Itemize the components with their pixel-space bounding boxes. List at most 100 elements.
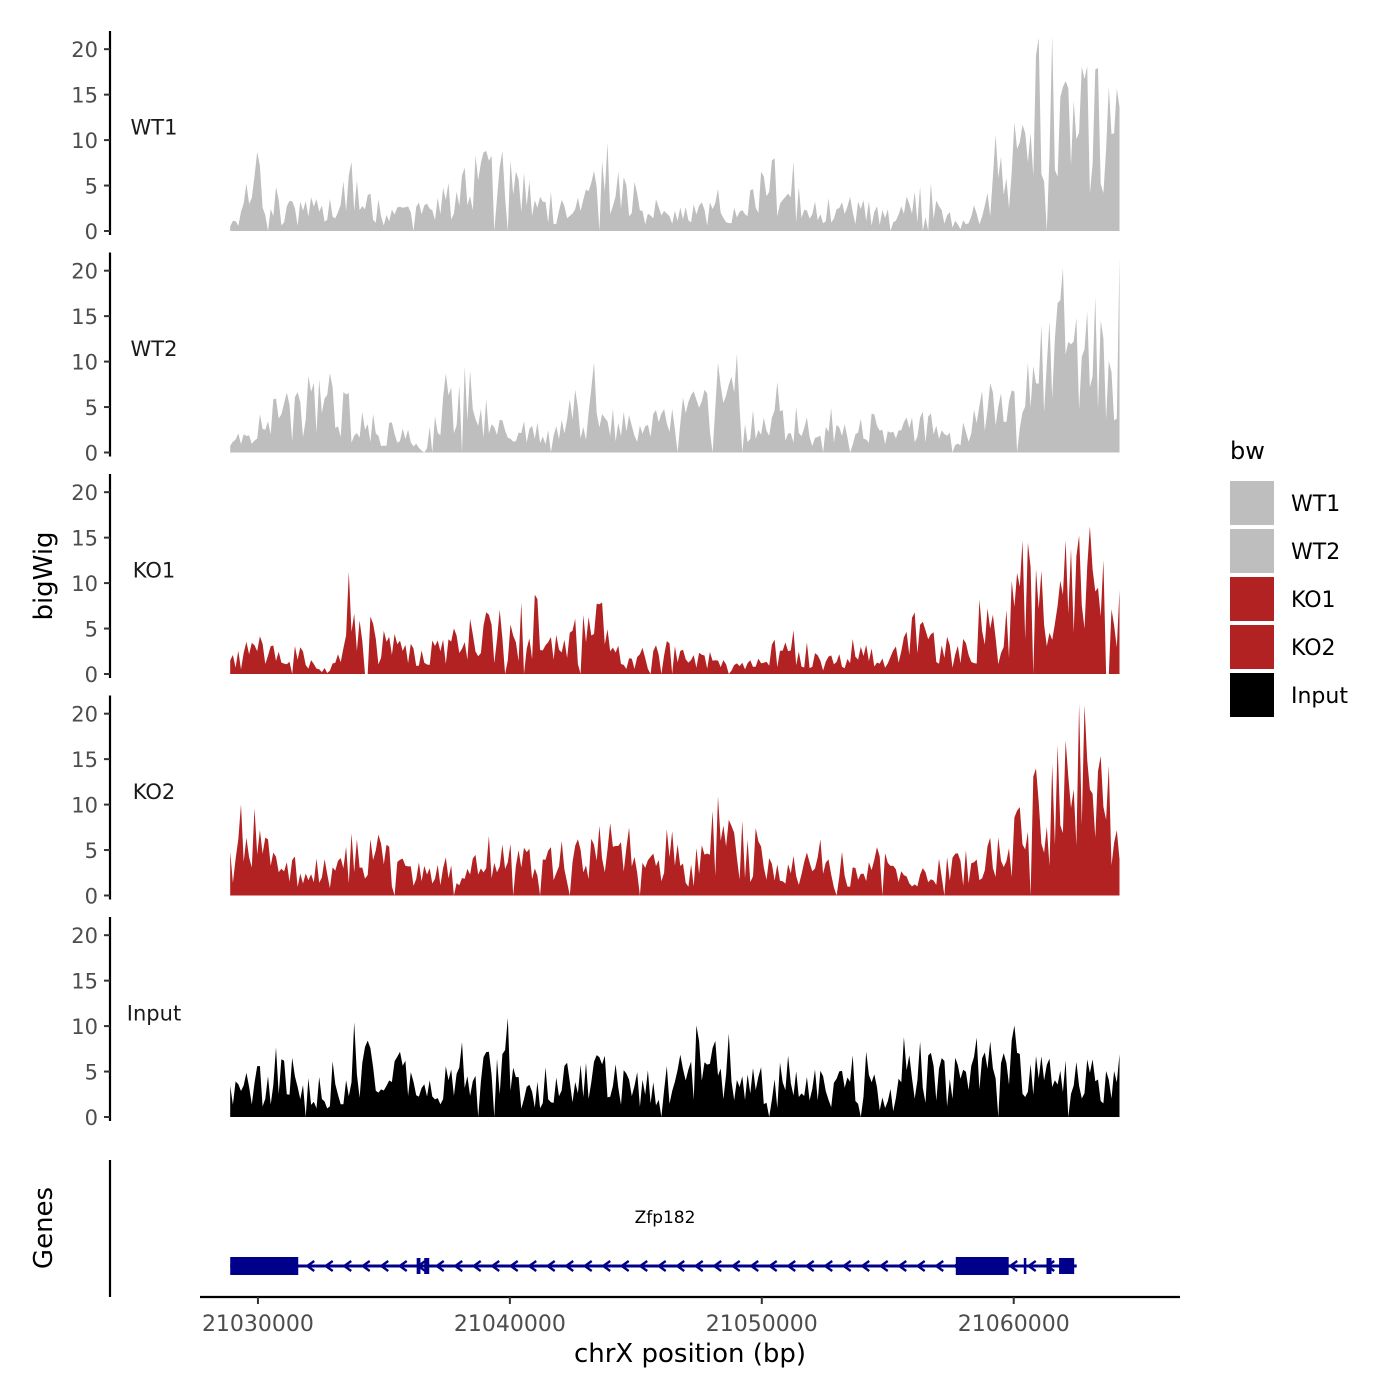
strand-arrow [934,1260,944,1272]
strand-arrow [342,1260,352,1272]
track-ko1: 0 5 10 15 20 KO1 [71,474,1120,687]
y-tick-label: 20 [71,924,98,948]
strand-arrow [878,1260,889,1272]
x-tick-label: 21030000 [202,1312,314,1337]
strand-arrow [601,1260,611,1272]
strand-arrow [897,1260,907,1272]
legend-title: bw [1230,437,1265,465]
y-tick-label: 0 [85,1106,98,1130]
y-tick-label: 20 [71,38,98,62]
track-input: 0 5 10 15 20 Input [71,917,1120,1130]
strand-arrow [767,1260,778,1272]
legend-key-wt1 [1230,481,1274,525]
gene-name-label: Zfp182 [635,1208,696,1228]
strand-arrow [379,1260,389,1272]
strand-arrow [749,1260,759,1272]
strand-arrow [693,1260,704,1272]
strand-arrow [786,1260,796,1272]
legend-label-ko2: KO2 [1291,636,1336,661]
legend-key-ko2 [1230,625,1274,669]
y-tick-label: 5 [85,396,98,420]
legend-label-wt2: WT2 [1291,540,1340,565]
legend: bw WT1 WT2 KO1 KO2 Input [1230,437,1348,717]
strand-arrow [453,1260,463,1272]
y-tick-label: 10 [71,794,98,818]
y-tick-label: 10 [71,1015,98,1039]
y-tick-label: 15 [71,970,98,994]
legend-label-input: Input [1291,684,1348,709]
track-label-ko1: KO1 [133,559,176,583]
strand-arrow [619,1260,630,1272]
strand-arrow [823,1260,833,1272]
strand-arrow [730,1260,741,1272]
track-label-wt2: WT2 [131,337,178,361]
bigwig-tracks: 0 5 10 15 20 WT1 0 5 10 15 20 WT2 0 5 10 15 20 KO1 0 5 10 15 2… [71,31,1120,1130]
strand-arrow [675,1260,685,1272]
strand-arrow [841,1260,852,1272]
x-tick-label: 21060000 [958,1312,1070,1337]
y-tick-label: 15 [71,84,98,108]
coverage-area-wt1 [230,35,1120,231]
y-tick-label: 15 [71,305,98,329]
strand-arrow [360,1260,371,1272]
strand-arrow [305,1260,315,1272]
track-label-input: Input [127,1002,181,1026]
legend-key-input [1230,673,1274,717]
y-tick-label: 20 [71,481,98,505]
strand-arrow [508,1260,519,1272]
legend-label-ko1: KO1 [1291,588,1336,613]
strand-arrow [490,1260,500,1272]
track-ko2: 0 5 10 15 20 KO2 [71,695,1120,909]
y-tick-label: 20 [71,703,98,727]
coverage-area-ko1 [230,526,1120,674]
legend-label-wt1: WT1 [1291,492,1340,517]
y-tick-label: 5 [85,1061,98,1085]
y-tick-label: 5 [85,175,98,199]
gene-exon [1046,1258,1052,1274]
y-tick-label: 10 [71,351,98,375]
track-wt2: 0 5 10 15 20 WT2 [71,252,1120,466]
y-tick-label: 15 [71,748,98,772]
y-tick-label: 15 [71,527,98,551]
strand-arrow [434,1260,445,1272]
track-label-ko2: KO2 [133,780,176,804]
x-axis-title: chrX position (bp) [574,1339,806,1369]
genes-track-label: Genes [29,1187,59,1269]
strand-arrow [638,1260,648,1272]
gene-exon [955,1257,1009,1275]
gene-exon [416,1258,421,1274]
x-tick-label: 21040000 [454,1312,566,1337]
y-tick-label: 5 [85,618,98,642]
gene-exon [424,1258,430,1274]
y-tick-label: 0 [85,885,98,909]
y-axis-title: bigWig [29,531,59,620]
y-tick-label: 0 [85,220,98,244]
strand-arrow [1008,1260,1018,1272]
legend-key-ko1 [1230,577,1274,621]
strand-arrow [712,1260,722,1272]
y-tick-label: 10 [71,129,98,153]
strand-arrow [860,1260,870,1272]
strand-arrow [656,1260,667,1272]
coverage-area-wt2 [230,257,1120,453]
y-tick-label: 10 [71,572,98,596]
gene-exon [230,1257,299,1275]
strand-arrow [582,1260,593,1272]
strand-arrow [545,1260,556,1272]
strand-arrow [915,1260,926,1272]
genes-track: Genes Zfp182 [29,1160,1077,1297]
strand-arrow [564,1260,574,1272]
strand-arrow [804,1260,815,1272]
gene-exon [1059,1258,1075,1274]
y-tick-label: 0 [85,663,98,687]
legend-key-wt2 [1230,529,1274,573]
y-tick-label: 20 [71,260,98,284]
x-axis: 21030000 21040000 21050000 21060000 [200,1295,1180,1337]
x-tick-label: 21050000 [706,1312,818,1337]
gene-exon [1023,1258,1027,1274]
track-wt1: 0 5 10 15 20 WT1 [71,31,1120,244]
strand-arrow [471,1260,482,1272]
strand-arrow [323,1260,334,1272]
